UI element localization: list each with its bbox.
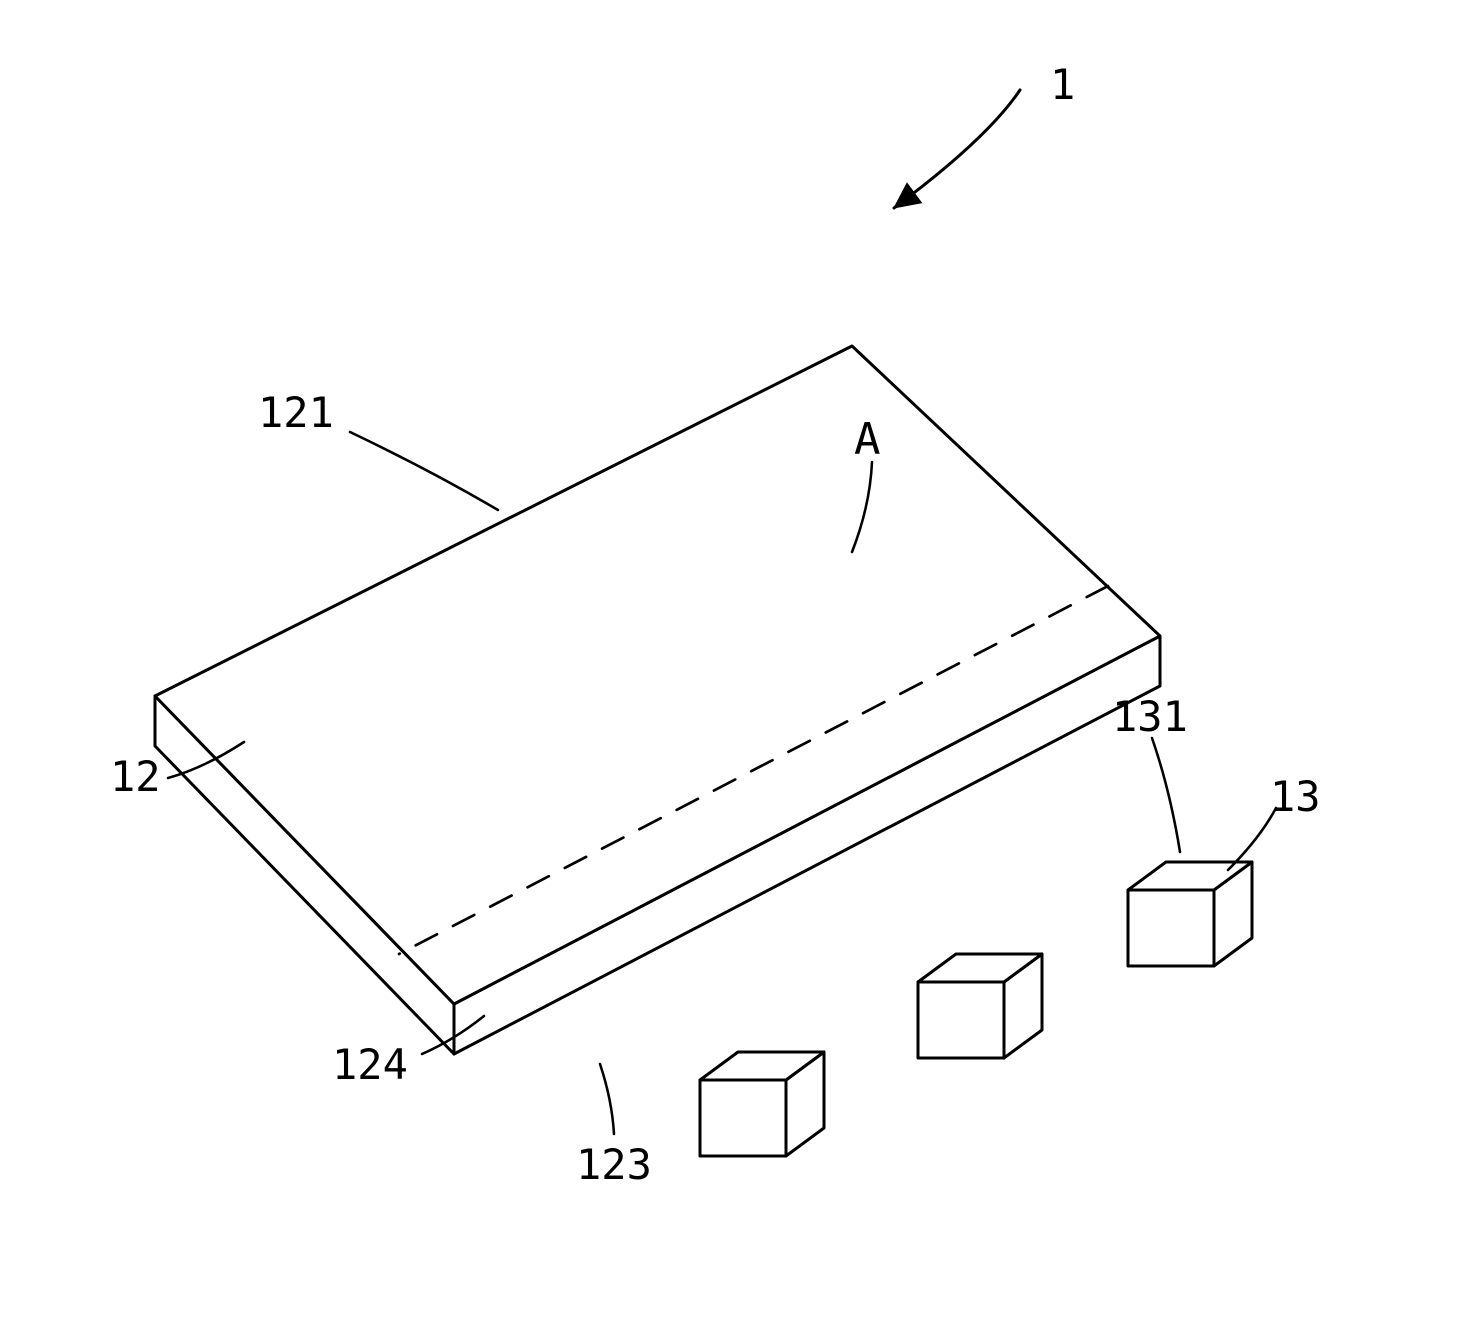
- cube-front-face: [700, 1080, 786, 1156]
- lbl-A: A: [854, 414, 881, 465]
- lbl-12: 12: [110, 752, 161, 801]
- lbl-123: 123: [576, 1140, 652, 1189]
- lbl-131-leader: [1152, 738, 1180, 852]
- figure-arrow-head: [894, 183, 921, 208]
- lbl-124: 124: [332, 1040, 408, 1089]
- slab: [155, 346, 1160, 1054]
- lbl-123-leader: [600, 1064, 614, 1134]
- lbl-131: 131: [1112, 692, 1188, 741]
- lbl-121-leader: [350, 432, 498, 510]
- cubes-group: [700, 862, 1252, 1156]
- cube-front-face: [918, 982, 1004, 1058]
- cube-front-face: [1128, 890, 1214, 966]
- figure-stage: 1 121 A 12 124 123 131 13: [0, 0, 1464, 1323]
- cube-1: [918, 954, 1042, 1058]
- lbl-13: 13: [1270, 772, 1321, 821]
- lbl-121: 121: [258, 388, 334, 437]
- lbl-1: 1: [1050, 60, 1075, 109]
- figure-svg: [0, 0, 1464, 1323]
- figure-arrow: [894, 90, 1020, 208]
- cube-0: [700, 1052, 824, 1156]
- cube-2: [1128, 862, 1252, 966]
